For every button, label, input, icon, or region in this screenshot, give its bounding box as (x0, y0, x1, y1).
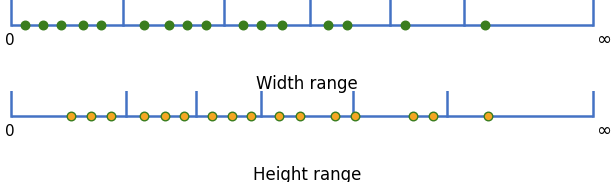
Point (106, 115, 115, 118)
Point (164, 24, 174, 27)
Point (342, 24, 352, 27)
Point (324, 24, 333, 27)
Point (350, 115, 360, 118)
Point (428, 115, 438, 118)
Point (207, 115, 217, 118)
Point (20, 24, 29, 27)
Point (400, 24, 410, 27)
Text: Height range: Height range (253, 166, 361, 182)
Point (256, 24, 266, 27)
Point (182, 24, 192, 27)
Point (408, 115, 418, 118)
Point (483, 115, 493, 118)
Point (246, 115, 255, 118)
Point (86, 115, 96, 118)
Point (38, 24, 48, 27)
Point (56, 24, 66, 27)
Point (274, 115, 284, 118)
Point (227, 115, 237, 118)
Point (160, 115, 169, 118)
Point (295, 115, 305, 118)
Text: ∞: ∞ (596, 122, 610, 140)
Point (278, 24, 287, 27)
Point (139, 24, 149, 27)
Point (139, 115, 149, 118)
Text: 0: 0 (5, 33, 15, 48)
Point (96, 24, 106, 27)
Text: ∞: ∞ (596, 31, 610, 49)
Point (179, 115, 189, 118)
Point (330, 115, 340, 118)
Point (66, 115, 76, 118)
Point (238, 24, 247, 27)
Text: 0: 0 (5, 124, 15, 139)
Point (480, 24, 490, 27)
Text: Width range: Width range (256, 75, 358, 93)
Point (201, 24, 211, 27)
Point (78, 24, 88, 27)
